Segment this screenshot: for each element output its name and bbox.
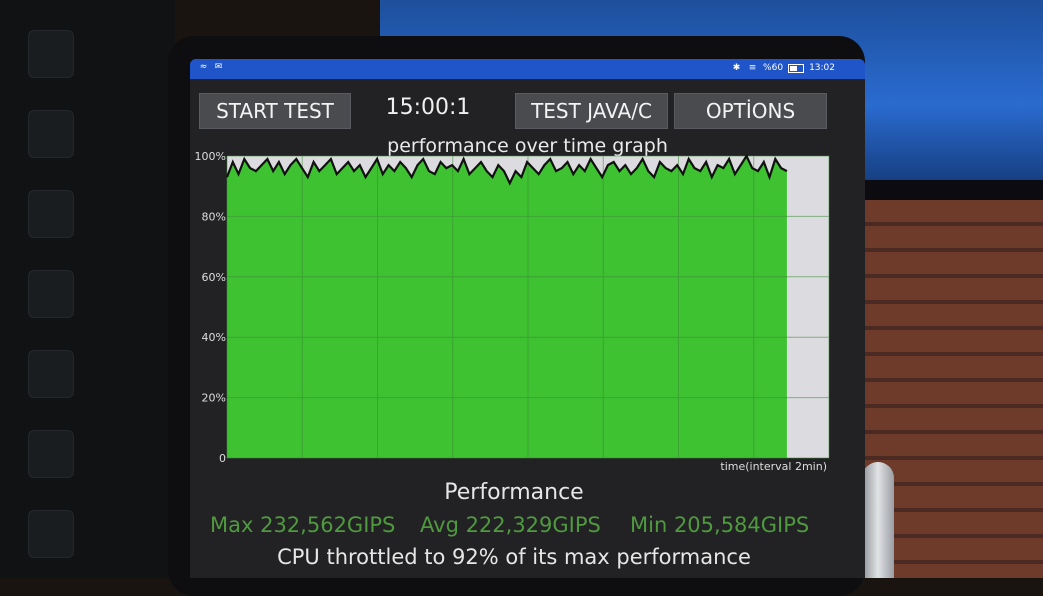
keyboard-key bbox=[28, 430, 74, 478]
y-tick-label: 40% bbox=[202, 331, 226, 344]
performance-area bbox=[227, 156, 787, 458]
status-bar: ≈ ✉ ✱ ≡ %60 13:02 bbox=[190, 59, 865, 79]
keyboard-key bbox=[28, 510, 74, 558]
wifi-icon: ≈ bbox=[199, 62, 208, 72]
bluetooth-icon: ✱ bbox=[732, 62, 741, 73]
test-java-c-button[interactable]: TEST JAVA/C bbox=[515, 93, 668, 129]
background-monitor-stand bbox=[860, 180, 1043, 200]
performance-line bbox=[225, 153, 788, 186]
x-axis-label: time(interval 2min) bbox=[720, 460, 827, 473]
performance-heading: Performance bbox=[444, 480, 584, 505]
max-stat: Max 232,562GIPS bbox=[210, 513, 396, 537]
grid-lines bbox=[226, 155, 830, 459]
battery-percent: %60 bbox=[763, 63, 784, 73]
y-tick-label: 80% bbox=[202, 210, 226, 223]
throttle-message: CPU throttled to 92% of its max performa… bbox=[277, 545, 751, 569]
keyboard-key bbox=[28, 30, 74, 78]
y-tick-label: 100% bbox=[195, 151, 226, 163]
keyboard-key bbox=[28, 190, 74, 238]
battery-icon bbox=[788, 63, 805, 73]
keyboard-case bbox=[0, 0, 175, 578]
clock: 13:02 bbox=[809, 63, 835, 73]
mail-icon: ✉ bbox=[214, 62, 223, 72]
y-tick-label: 20% bbox=[202, 392, 226, 405]
y-tick-label: 0 bbox=[219, 452, 226, 465]
y-tick-label: 60% bbox=[202, 271, 226, 284]
stylus-pen bbox=[862, 462, 894, 578]
min-stat: Min 205,584GIPS bbox=[630, 513, 810, 537]
y-axis: 100% 80% 60% 40% 20% 0 bbox=[195, 151, 226, 465]
keyboard-key bbox=[28, 350, 74, 398]
test-timer: 15:00:1 bbox=[385, 95, 471, 120]
keyboard-key bbox=[28, 110, 74, 158]
avg-stat: Avg 222,329GIPS bbox=[420, 513, 601, 537]
performance-chart: 100% 80% 60% 40% 20% 0 time(interval 2min) bbox=[195, 151, 830, 473]
chart-title: performance over time graph bbox=[387, 135, 668, 157]
keyboard-key bbox=[28, 270, 74, 318]
start-test-button[interactable]: START TEST bbox=[199, 93, 351, 129]
options-button[interactable]: OPTİONS bbox=[674, 93, 827, 129]
app-screen: ≈ ✉ ✱ ≡ %60 13:02 START TEST 15:00:1 TES… bbox=[190, 59, 865, 578]
vibrate-icon: ≡ bbox=[748, 62, 757, 73]
